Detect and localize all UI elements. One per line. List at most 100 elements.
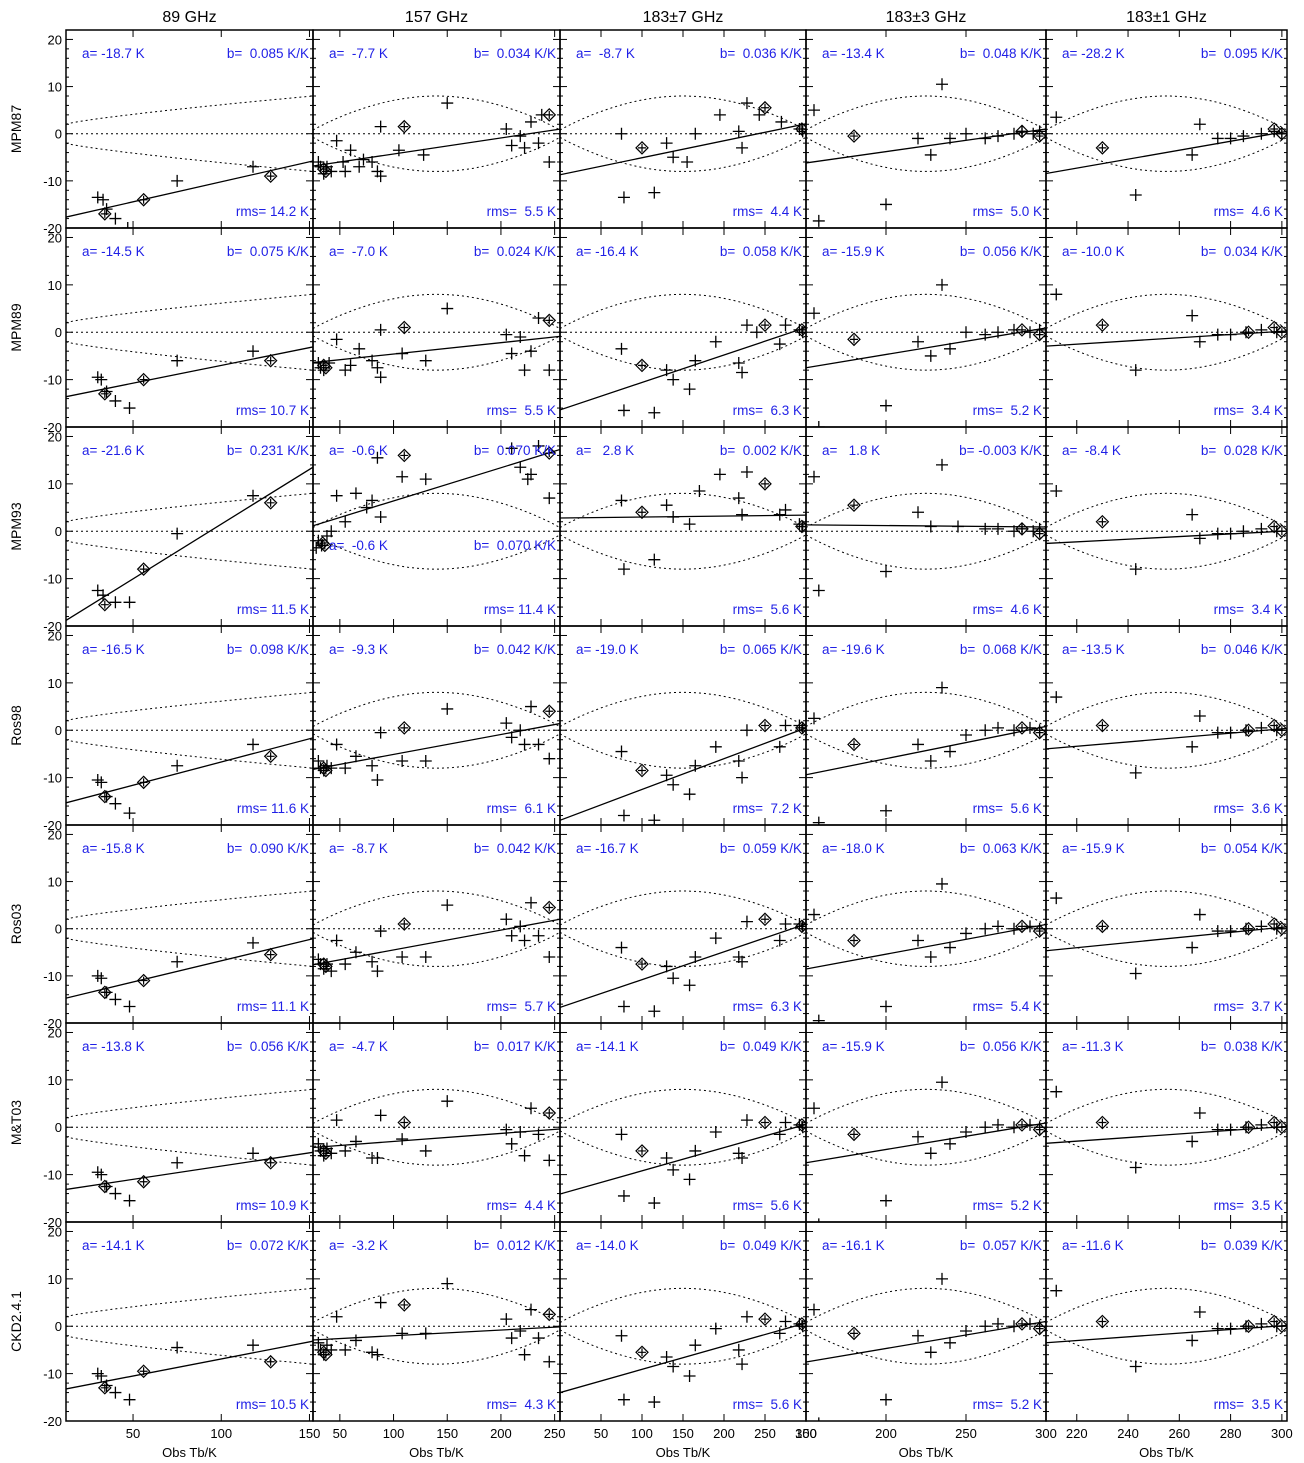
data-point-plus <box>779 1116 792 1129</box>
x-tick-label: 250 <box>754 1426 776 1441</box>
fit-intercept-label: a= -7.0 K <box>329 244 388 259</box>
data-point-plus <box>525 700 538 713</box>
envelope-lower <box>313 733 560 769</box>
envelope-upper <box>313 95 560 131</box>
fit-slope-label: b= 0.046 K/K <box>1201 642 1283 657</box>
data-point-plus <box>1050 111 1063 124</box>
data-point-plus <box>1186 309 1199 322</box>
data-point-plus <box>648 186 661 199</box>
panel: a= -13.4 K b= 0.048 K/K rms= 5.0 K <box>805 29 1047 229</box>
data-point-plus <box>992 1118 1004 1131</box>
data-point-plus <box>1186 740 1199 753</box>
data-point-plus <box>371 965 384 978</box>
envelope-lower <box>313 534 560 570</box>
envelope-upper <box>806 293 1046 330</box>
fit-intercept-label: a= -9.3 K <box>329 642 388 657</box>
envelope-lower <box>560 733 806 769</box>
data-point-plus <box>97 193 110 206</box>
data-point-diamond <box>1095 141 1110 155</box>
fit-rms-label: rms= 10.9 K <box>236 1198 309 1213</box>
panel: a= -13.5 K b= 0.046 K/K rms= 3.6 K <box>1045 625 1288 826</box>
data-point-plus <box>648 1005 661 1018</box>
panel: a= -8.7 K b= 0.042 K/K rms= 5.7 K <box>312 824 561 1024</box>
data-point-plus <box>500 123 513 135</box>
data-point-plus <box>313 357 325 370</box>
fit-rms-label: rms= 5.2 K <box>973 1397 1042 1412</box>
fit-line <box>1046 130 1287 175</box>
data-point-plus <box>1255 1118 1268 1131</box>
data-point-plus <box>1224 132 1237 145</box>
data-point-plus <box>339 165 352 178</box>
data-point-plus <box>505 139 518 152</box>
data-point-plus <box>505 347 518 360</box>
data-point-plus <box>709 1125 722 1138</box>
x-tick-label: 50 <box>126 1426 140 1441</box>
envelope-lower <box>66 739 313 769</box>
x-tick-label: 200 <box>490 1426 512 1441</box>
panel: a= -8.4 K b= 0.028 K/K rms= 3.4 K <box>1045 426 1288 627</box>
envelope-lower <box>806 931 1046 967</box>
data-point-plus <box>1129 967 1142 980</box>
x-tick-label: 240 <box>1117 1426 1139 1441</box>
fit-rms-label: rms= 6.3 K <box>733 999 802 1014</box>
data-point-plus <box>441 302 454 315</box>
fit-slope-label: b= 0.039 K/K <box>1201 1238 1283 1253</box>
data-point-plus <box>1193 908 1206 921</box>
data-point-plus <box>936 278 948 291</box>
data-point-diamond <box>1267 718 1282 733</box>
panel: 50 100 150 200 250 300 Obs Tb/K a= -14.0 K b= 0.… <box>559 1221 817 1460</box>
data-point-plus <box>1050 288 1063 301</box>
plot-area <box>313 691 560 786</box>
data-point-plus <box>880 565 892 578</box>
envelope-lower <box>1046 931 1287 967</box>
plot-area <box>313 1277 560 1368</box>
data-point-plus <box>912 132 924 145</box>
data-point-plus <box>936 681 948 694</box>
fit-rms-label: rms= 11.6 K <box>237 801 309 816</box>
data-point-plus <box>936 458 948 471</box>
plot-area <box>66 466 313 621</box>
data-point-plus <box>979 724 992 737</box>
data-point-diamond <box>1267 1314 1282 1329</box>
data-point-plus <box>419 1144 432 1157</box>
fit-line <box>1046 926 1287 952</box>
plot-area <box>806 877 1046 1023</box>
fit-intercept-label: a= -11.6 K <box>1062 1238 1124 1253</box>
fit-rms-label: rms= 11.5 K <box>237 602 309 617</box>
data-point-plus <box>396 951 409 963</box>
data-point-diamond <box>136 562 151 576</box>
y-tick-label: -20 <box>43 619 62 634</box>
data-point-plus <box>349 1334 362 1347</box>
data-point-diamond <box>758 318 772 332</box>
y-tick-label: 0 <box>55 524 62 539</box>
data-point-plus <box>109 797 122 810</box>
data-point-plus <box>753 108 766 121</box>
y-tick-label: 0 <box>55 1319 62 1334</box>
fit-intercept-label: a= -15.8 K <box>82 841 145 856</box>
data-point-diamond <box>136 1174 151 1189</box>
data-point-diamond <box>758 1312 772 1326</box>
plot-area <box>66 293 313 415</box>
fit-line <box>806 1122 1046 1164</box>
fit-rms-label: rms= 5.2 K <box>973 1198 1042 1213</box>
data-point-plus <box>1255 920 1268 933</box>
fit-intercept-label: a= -8.7 K <box>576 46 635 61</box>
data-point-plus <box>500 1313 513 1326</box>
data-point-diamond <box>136 775 151 790</box>
data-point-plus <box>615 1128 628 1141</box>
envelope-upper <box>560 95 806 131</box>
row-label: Ros03 <box>8 904 24 945</box>
data-point-plus <box>505 1332 518 1345</box>
data-point-plus <box>648 1197 661 1210</box>
data-point-plus <box>773 1128 786 1141</box>
data-point-plus <box>396 755 409 768</box>
data-point-diamond <box>397 320 412 335</box>
data-point-diamond <box>758 718 772 733</box>
envelope-lower <box>806 335 1046 371</box>
fit-intercept-label: a= -16.1 K <box>822 1238 885 1253</box>
data-point-plus <box>441 97 454 110</box>
fit-rms-label: rms= 7.2 K <box>733 801 802 816</box>
data-point-diamond <box>1015 522 1029 536</box>
data-point-plus <box>683 1173 696 1186</box>
data-point-plus <box>171 955 184 968</box>
